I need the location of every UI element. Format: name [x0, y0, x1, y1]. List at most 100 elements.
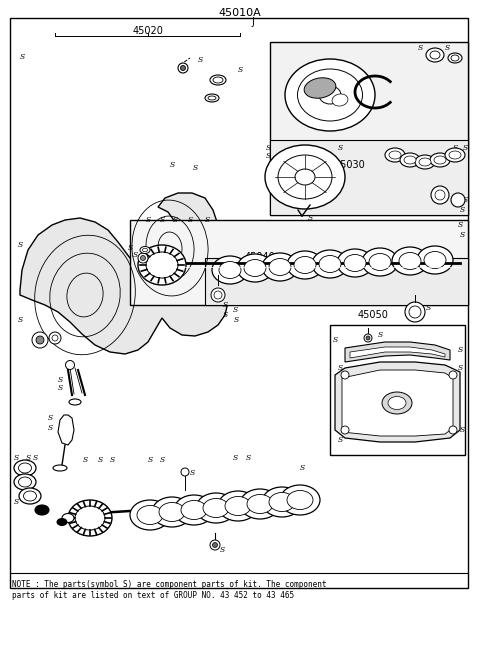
- Ellipse shape: [385, 148, 405, 162]
- Ellipse shape: [382, 392, 412, 414]
- Text: S: S: [13, 454, 19, 462]
- Text: S: S: [238, 66, 242, 74]
- Ellipse shape: [225, 497, 251, 516]
- Text: S: S: [337, 436, 343, 444]
- Text: S: S: [459, 206, 465, 214]
- Ellipse shape: [400, 153, 420, 167]
- Text: 45050: 45050: [358, 310, 389, 320]
- Text: 45040: 45040: [245, 252, 276, 262]
- Text: S: S: [245, 454, 251, 462]
- Circle shape: [435, 190, 445, 200]
- Text: S: S: [83, 456, 88, 464]
- Ellipse shape: [304, 78, 336, 99]
- Ellipse shape: [415, 155, 435, 169]
- Circle shape: [178, 63, 188, 73]
- Circle shape: [364, 334, 372, 342]
- Text: S: S: [462, 196, 468, 204]
- Ellipse shape: [285, 59, 375, 131]
- Ellipse shape: [159, 503, 185, 522]
- Ellipse shape: [451, 55, 459, 61]
- Text: S: S: [109, 456, 115, 464]
- Ellipse shape: [332, 94, 348, 106]
- Ellipse shape: [68, 500, 112, 536]
- Text: S: S: [377, 331, 383, 339]
- Ellipse shape: [24, 491, 36, 501]
- Ellipse shape: [14, 460, 36, 476]
- Text: S: S: [159, 456, 165, 464]
- Ellipse shape: [269, 493, 295, 512]
- Ellipse shape: [344, 254, 366, 271]
- Bar: [10, 18, 468, 588]
- Circle shape: [138, 253, 148, 263]
- Ellipse shape: [278, 155, 332, 199]
- Polygon shape: [20, 193, 228, 354]
- Ellipse shape: [240, 489, 280, 519]
- Text: S: S: [265, 144, 271, 152]
- Bar: [330, 325, 465, 455]
- Polygon shape: [270, 140, 468, 215]
- Text: S: S: [219, 546, 225, 554]
- Ellipse shape: [174, 495, 214, 525]
- Circle shape: [141, 256, 145, 260]
- Text: S: S: [13, 498, 19, 506]
- Ellipse shape: [434, 156, 446, 164]
- Text: S: S: [25, 454, 31, 462]
- Circle shape: [210, 540, 220, 550]
- Text: S: S: [32, 454, 37, 462]
- Text: S: S: [418, 44, 422, 52]
- Circle shape: [451, 193, 465, 207]
- Ellipse shape: [213, 77, 223, 83]
- Text: J: J: [252, 17, 254, 27]
- Text: S: S: [444, 44, 450, 52]
- Ellipse shape: [247, 495, 273, 514]
- Ellipse shape: [369, 254, 391, 271]
- Ellipse shape: [426, 48, 444, 62]
- Ellipse shape: [137, 505, 163, 524]
- Ellipse shape: [218, 491, 258, 521]
- Ellipse shape: [196, 493, 236, 523]
- Ellipse shape: [448, 53, 462, 63]
- Circle shape: [405, 302, 425, 322]
- Circle shape: [341, 371, 349, 379]
- Ellipse shape: [362, 248, 398, 276]
- Ellipse shape: [75, 506, 105, 530]
- Text: S: S: [197, 56, 203, 64]
- Text: 45020: 45020: [132, 26, 163, 36]
- Text: parts of kit are listed on text of GROUP NO. 43 452 to 43 465: parts of kit are listed on text of GROUP…: [12, 591, 294, 600]
- Ellipse shape: [19, 463, 32, 473]
- Ellipse shape: [280, 485, 320, 515]
- Text: S: S: [457, 364, 463, 372]
- Ellipse shape: [287, 251, 323, 279]
- Text: S: S: [204, 216, 210, 224]
- Ellipse shape: [140, 246, 150, 254]
- Text: S: S: [190, 469, 194, 477]
- Ellipse shape: [143, 248, 147, 252]
- Ellipse shape: [287, 491, 313, 509]
- Text: S: S: [265, 152, 271, 160]
- Text: S: S: [457, 221, 463, 229]
- Ellipse shape: [219, 261, 241, 279]
- Ellipse shape: [404, 156, 416, 164]
- Circle shape: [180, 66, 185, 70]
- Ellipse shape: [319, 256, 341, 273]
- Ellipse shape: [146, 252, 178, 278]
- Ellipse shape: [337, 249, 373, 277]
- Ellipse shape: [262, 253, 298, 281]
- Ellipse shape: [388, 397, 406, 409]
- Ellipse shape: [298, 69, 362, 121]
- Ellipse shape: [35, 505, 49, 515]
- Ellipse shape: [430, 153, 450, 167]
- Text: S: S: [307, 214, 312, 222]
- Text: S: S: [462, 144, 468, 152]
- Text: S: S: [58, 384, 62, 392]
- Text: S: S: [159, 216, 165, 224]
- Polygon shape: [350, 347, 445, 358]
- Ellipse shape: [389, 151, 401, 159]
- Text: S: S: [147, 456, 153, 464]
- Text: S: S: [145, 216, 151, 224]
- Ellipse shape: [152, 497, 192, 527]
- Circle shape: [52, 335, 58, 341]
- Text: S: S: [233, 316, 239, 324]
- Text: S: S: [192, 164, 198, 172]
- Ellipse shape: [14, 474, 36, 490]
